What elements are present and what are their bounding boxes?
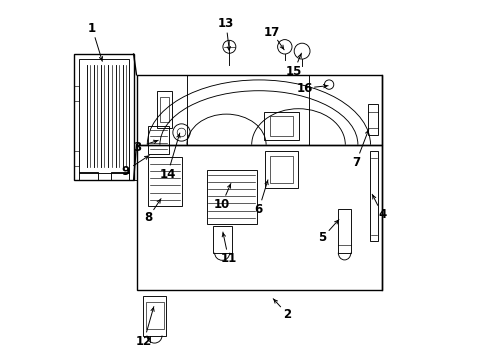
Text: 13: 13 [218,17,234,30]
Text: 1: 1 [88,22,96,35]
Text: 17: 17 [263,26,280,39]
Text: 9: 9 [121,165,129,177]
Text: 16: 16 [296,82,312,95]
Text: 6: 6 [254,203,263,216]
Text: 12: 12 [135,335,152,348]
Text: 11: 11 [220,252,236,265]
Text: 15: 15 [285,65,302,78]
Text: 4: 4 [377,208,386,221]
Text: 8: 8 [144,211,152,224]
Text: 3: 3 [133,141,142,154]
Text: 2: 2 [283,308,291,321]
Text: 5: 5 [318,231,326,244]
Text: 10: 10 [213,198,229,211]
Text: 14: 14 [159,168,175,181]
Text: 7: 7 [351,156,359,169]
